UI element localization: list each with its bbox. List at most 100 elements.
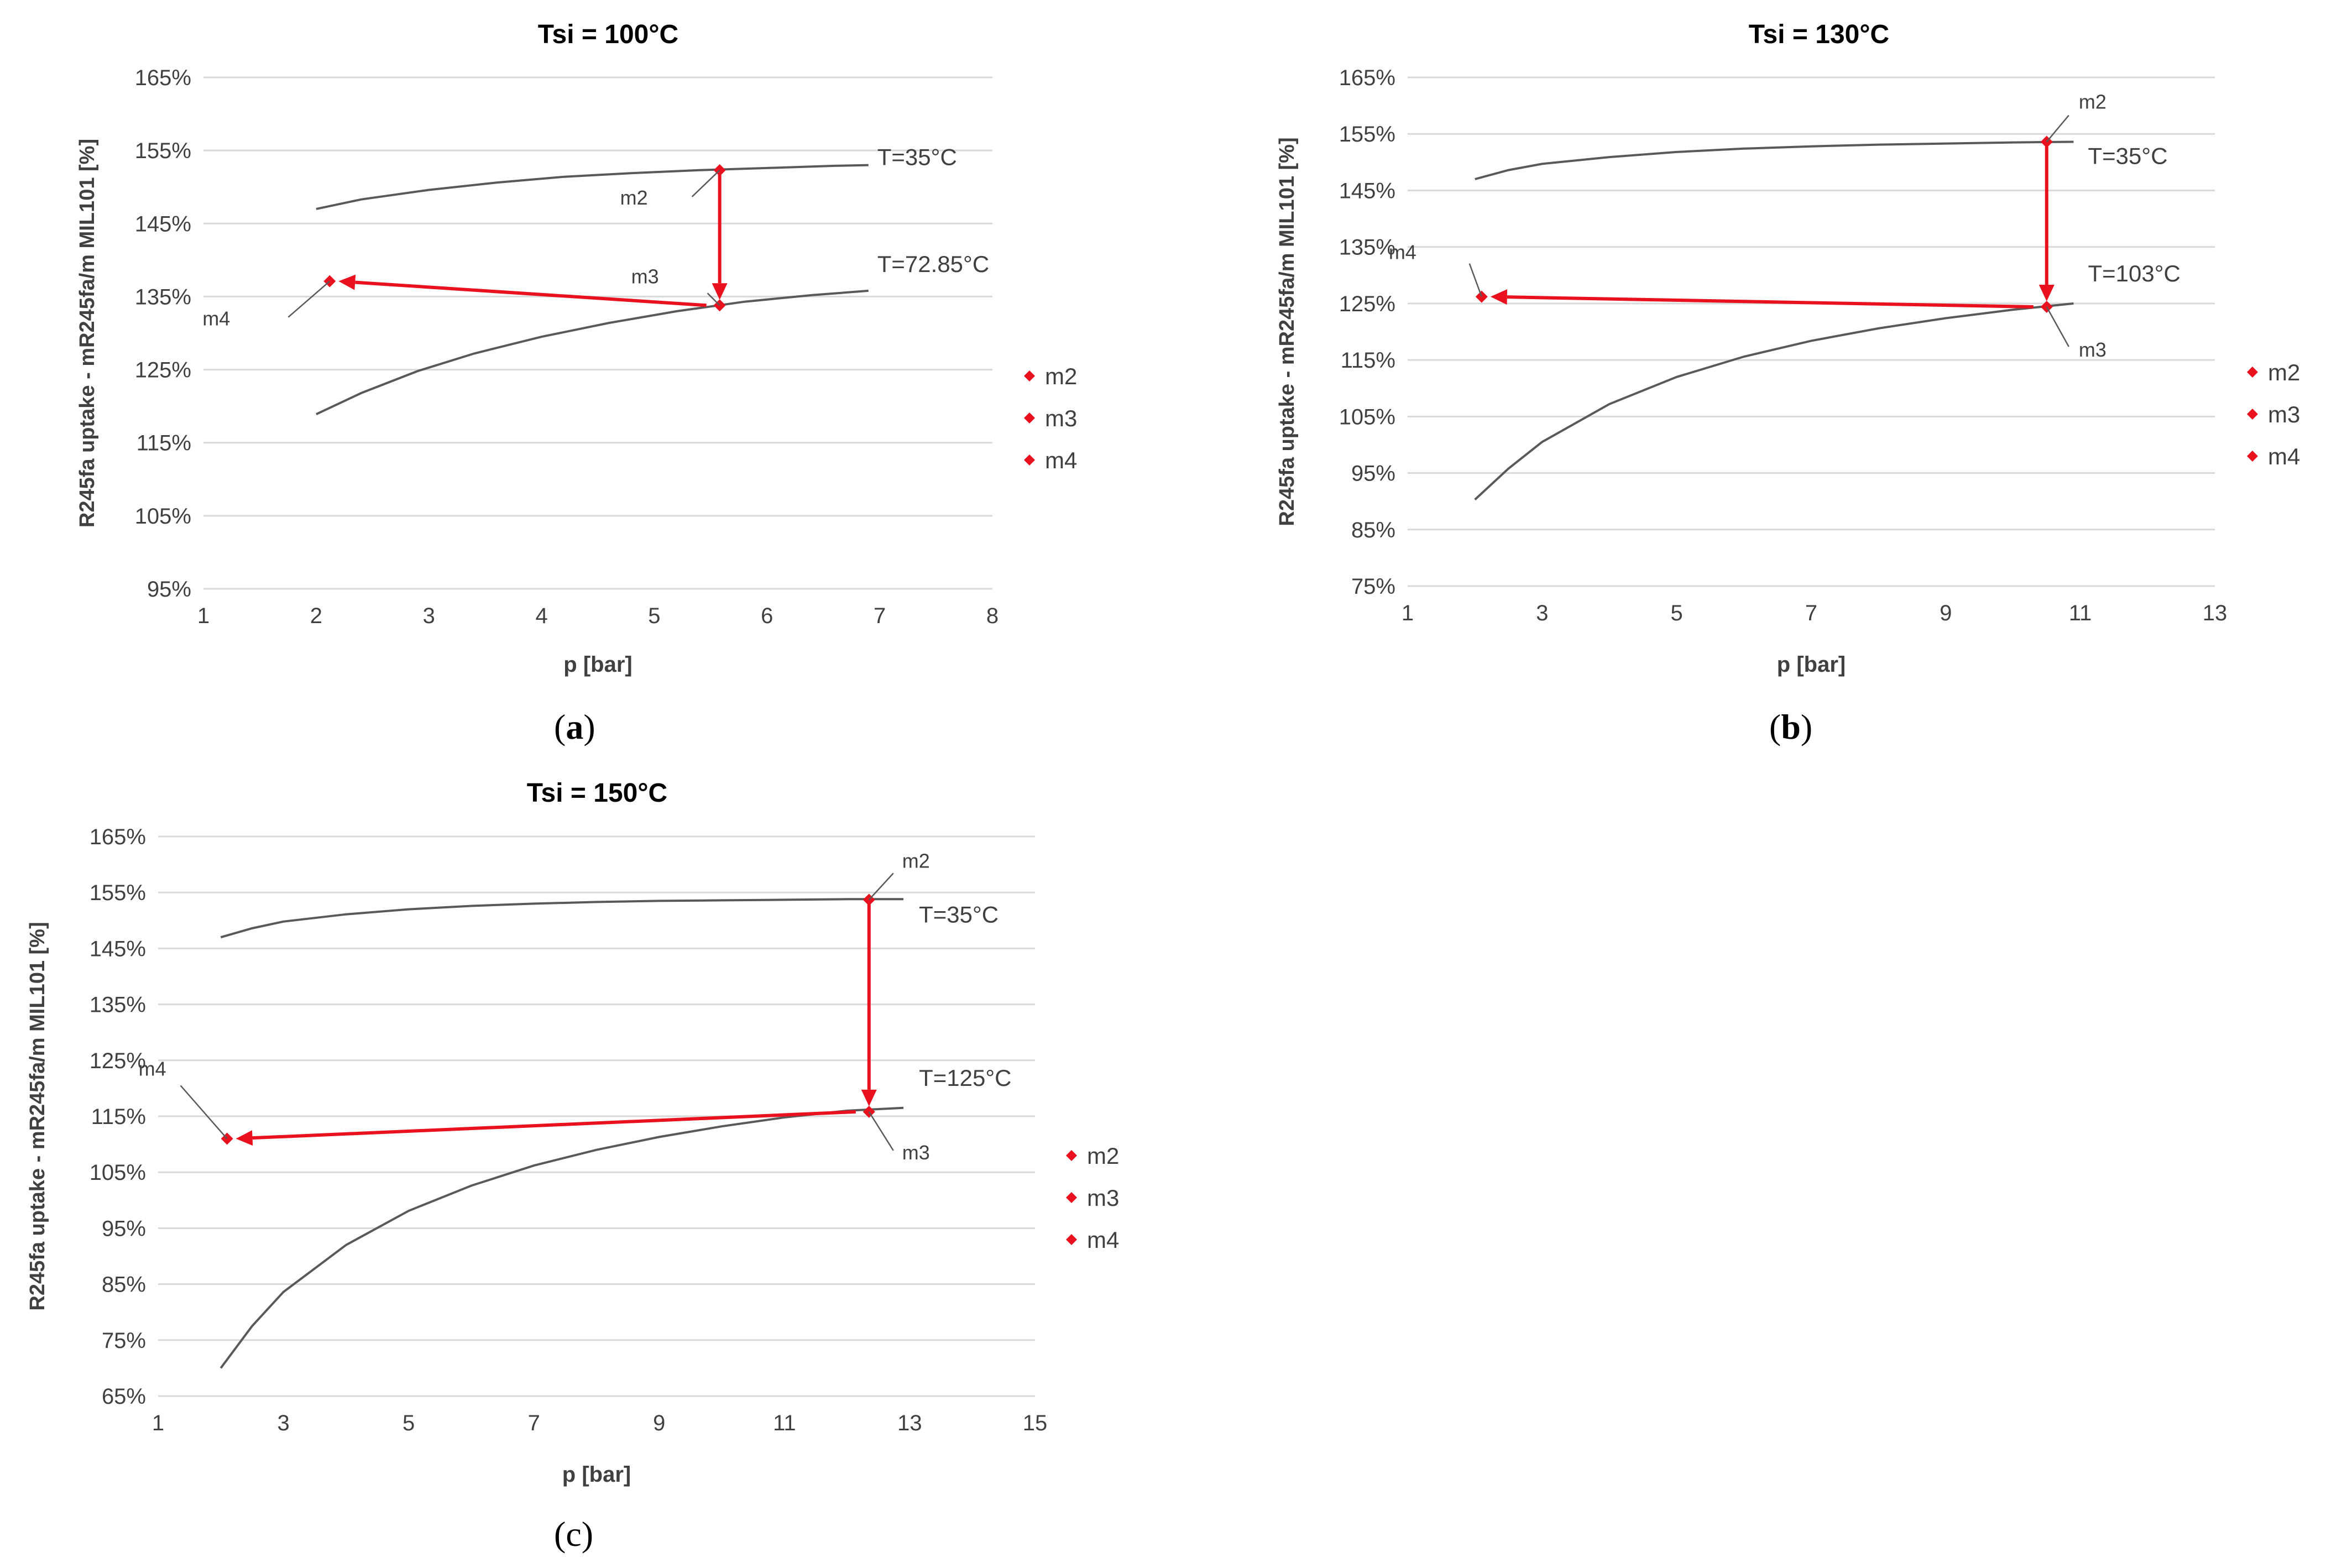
chart-panel-a: 95% 105% 115% 125% 135% 145% 155% 165% 1 2 3 4 5 6 7 8 T… — [76, 20, 1077, 677]
legend-label: m2 — [1087, 1143, 1119, 1169]
legend-marker — [1066, 1234, 1077, 1245]
x-tick-label: 4 — [535, 604, 547, 628]
chart-title: Tsi = 150°C — [527, 778, 667, 808]
point-label: m2 — [902, 849, 930, 872]
y-tick-label: 125% — [135, 358, 191, 383]
chart-title: Tsi = 130°C — [1749, 20, 1889, 49]
isotherm-curve-2 — [1474, 302, 2074, 501]
arrow-m2-to-m3 — [712, 174, 728, 300]
isotherm-curve-2 — [316, 289, 869, 416]
x-tick-label: 15 — [1023, 1411, 1048, 1435]
y-axis-label: R245fa uptake - mR245fa/m MIL101 [%] — [76, 139, 99, 527]
legend-marker — [2247, 451, 2258, 462]
legend-marker — [1024, 412, 1035, 424]
panel-caption-c: (c) — [554, 1514, 594, 1554]
legend-label: m3 — [2268, 401, 2300, 427]
y-axis-label: R245fa uptake - mR245fa/m MIL101 [%] — [1275, 137, 1299, 526]
isotherm-label: T=125°C — [919, 1065, 1011, 1091]
y-tick-label: 95% — [102, 1216, 146, 1241]
y-tick-label: 135% — [135, 285, 191, 309]
isotherm-label: T=103°C — [2088, 260, 2181, 286]
isotherm-curve-2 — [219, 1106, 904, 1369]
legend-label: m4 — [1045, 447, 1077, 473]
y-tick-label: 75% — [102, 1329, 146, 1353]
point-label: m2 — [620, 186, 648, 209]
y-tick-label: 155% — [90, 881, 146, 905]
y-tick-label: 105% — [1339, 405, 1395, 429]
leader-line — [868, 872, 894, 901]
x-tick-label: 7 — [874, 604, 886, 628]
arrow-m2-to-m3 — [2038, 146, 2055, 302]
isotherm-label: T=35°C — [919, 901, 999, 927]
y-tick-label: 105% — [135, 504, 191, 529]
isotherm-label: T=35°C — [877, 144, 957, 170]
legend-label: m4 — [1087, 1227, 1119, 1253]
point-label: m2 — [2079, 91, 2106, 113]
arrow-m3-to-m4 — [338, 274, 707, 307]
x-tick-label: 1 — [197, 604, 210, 628]
x-tick-label: 8 — [986, 604, 999, 628]
panel-caption-a: (a) — [554, 707, 595, 746]
x-tick-label: 3 — [423, 604, 435, 628]
y-tick-label: 145% — [1339, 179, 1395, 203]
legend-marker — [2247, 409, 2258, 420]
y-tick-label: 115% — [1341, 348, 1395, 373]
point-label: m4 — [139, 1057, 166, 1080]
legend-label: m3 — [1045, 405, 1077, 431]
y-tick-label: 115% — [91, 1105, 146, 1129]
x-tick-label: 9 — [653, 1411, 665, 1435]
y-tick-label: 155% — [135, 139, 191, 163]
leader-line — [2046, 114, 2069, 143]
point-label: m3 — [902, 1141, 930, 1164]
y-tick-label: 135% — [1339, 236, 1395, 260]
x-tick-label: 13 — [2203, 601, 2228, 625]
leader-line — [707, 292, 720, 306]
x-tick-label: 5 — [1671, 601, 1683, 625]
y-tick-label: 85% — [1351, 518, 1395, 542]
chart-panel-b: 75%85%95%105%115%125%135%145%155%165%1 3 5… — [1275, 20, 2300, 677]
y-tick-label: 75% — [1351, 574, 1395, 599]
y-tick-label: 165% — [1339, 66, 1395, 90]
x-tick-label: 3 — [277, 1411, 289, 1435]
x-tick-label: 5 — [648, 604, 660, 628]
x-tick-label: 1 — [152, 1411, 164, 1435]
legend-marker — [1024, 454, 1035, 466]
y-tick-label: 95% — [147, 577, 191, 602]
x-axis-label: p [bar] — [563, 652, 632, 677]
arrow-m3-to-m4 — [1490, 289, 2033, 309]
x-tick-label: 3 — [1536, 601, 1548, 625]
point-label: m4 — [202, 307, 230, 330]
leader-line — [868, 1111, 894, 1151]
x-tick-label: 6 — [761, 604, 773, 628]
leader-line — [2046, 306, 2069, 347]
x-axis-label: p [bar] — [562, 1462, 631, 1487]
x-tick-label: 2 — [310, 604, 322, 628]
leader-line — [691, 169, 720, 197]
legend-marker — [1066, 1150, 1077, 1161]
isotherm-curve-1 — [1475, 140, 2074, 180]
leader-line — [1468, 263, 1483, 297]
x-tick-label: 7 — [528, 1411, 540, 1435]
panel-caption-b: (b) — [1769, 707, 1813, 746]
x-tick-label: 11 — [773, 1411, 796, 1435]
x-axis-label: p [bar] — [1777, 652, 1846, 677]
chart-panel-c: 65% 75% 85% 95% 105% 115% 125% 135% 145% 155% 165%… — [26, 778, 1119, 1487]
x-tick-label: 7 — [1805, 601, 1817, 625]
point-label: m3 — [631, 265, 659, 288]
leader-line — [287, 280, 331, 318]
legend-label: m2 — [1045, 363, 1077, 389]
legend-marker — [1066, 1192, 1077, 1203]
y-tick-label: 115% — [137, 431, 191, 456]
y-tick-label: 105% — [90, 1161, 146, 1185]
x-tick-label: 1 — [1402, 601, 1414, 625]
legend-label: m4 — [2268, 443, 2300, 469]
legend-marker — [2247, 367, 2258, 378]
y-tick-label: 125% — [1339, 292, 1395, 316]
y-tick-label: 95% — [1351, 462, 1395, 486]
legend-marker — [1024, 370, 1035, 381]
y-tick-label: 145% — [135, 212, 191, 236]
y-tick-label: 65% — [102, 1384, 146, 1409]
x-tick-label: 9 — [1940, 601, 1952, 625]
arrow-m2-to-m3 — [861, 904, 877, 1106]
